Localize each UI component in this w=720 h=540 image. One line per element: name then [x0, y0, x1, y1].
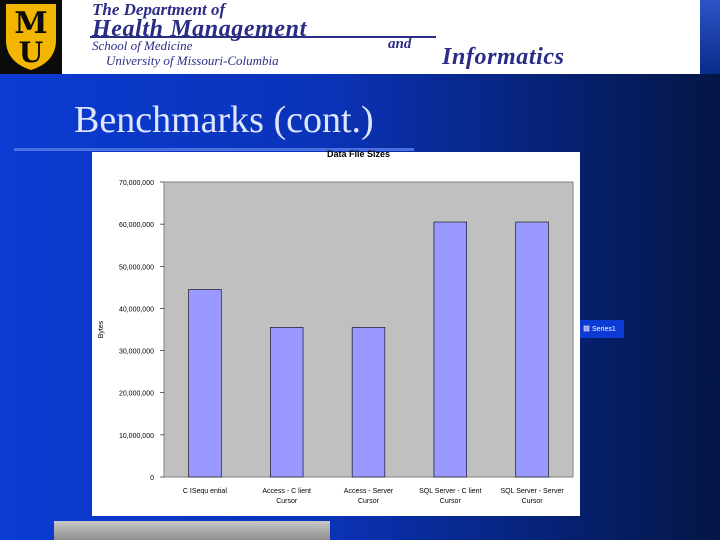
bar: [515, 221, 549, 478]
y-tick-label: 40,000,000: [119, 306, 154, 313]
banner-edge: [700, 0, 720, 74]
y-axis-label: Bytes: [98, 320, 105, 338]
y-tick-label: 20,000,000: [119, 391, 154, 398]
banner-line-department: The Department of: [92, 0, 226, 19]
x-tick-label: Cursor: [440, 498, 462, 505]
y-tick-label: 70,000,000: [119, 180, 154, 187]
svg-text:U: U: [19, 36, 43, 69]
x-tick-label: SQL Server - C lient: [419, 488, 481, 495]
legend-swatch: [583, 325, 590, 332]
y-tick-label: 30,000,000: [119, 349, 154, 356]
bar: [351, 327, 386, 478]
x-tick-label: C ISequ ential: [183, 488, 227, 495]
bar: [270, 327, 304, 478]
header-banner: M U The Department of Health Management …: [0, 0, 720, 74]
banner-line-school: School of Medicine: [92, 38, 193, 53]
chart-title: Data File Sizes: [327, 149, 390, 159]
y-tick-label: 50,000,000: [119, 264, 154, 271]
banner-divider: [90, 36, 436, 38]
legend-box: [580, 320, 624, 338]
x-tick-label: Access - C lient: [262, 488, 311, 495]
x-tick-label: Access - Server: [344, 488, 394, 495]
bar: [433, 221, 467, 478]
banner-and: and: [388, 36, 412, 52]
slide-title: Benchmarks (cont.): [74, 99, 374, 141]
y-tick-label: 10,000,000: [119, 433, 154, 440]
banner-line-informatics: Informatics: [442, 44, 565, 70]
title-underline: [14, 148, 414, 151]
x-tick-label: SQL Server - Server: [501, 488, 565, 495]
bar: [188, 289, 222, 478]
legend-label: Series1: [592, 326, 616, 333]
x-tick-label: Cursor: [358, 498, 380, 505]
university-logo: M U: [0, 0, 62, 74]
svg-text:M: M: [14, 6, 47, 41]
y-tick-label: 60,000,000: [119, 222, 154, 229]
x-tick-label: Cursor: [276, 498, 298, 505]
x-tick-label: Cursor: [522, 498, 544, 505]
banner-line-university: University of Missouri-Columbia: [106, 53, 279, 68]
mu-logo-icon: M U: [0, 0, 62, 74]
y-tick-label: 0: [150, 475, 154, 482]
footer-bar: [54, 521, 330, 540]
